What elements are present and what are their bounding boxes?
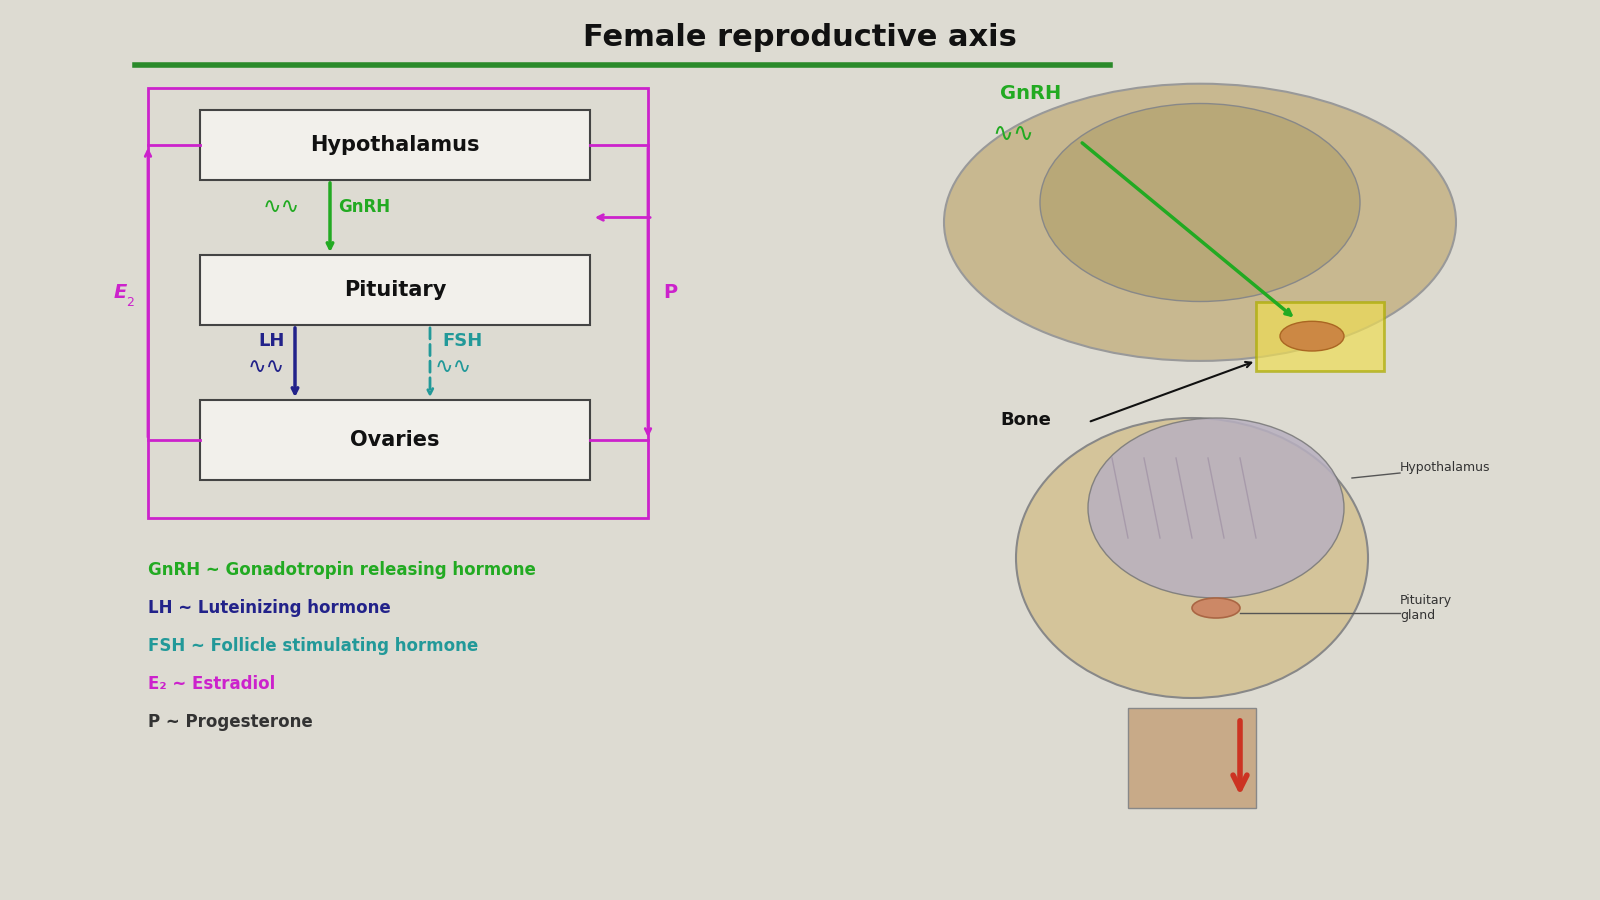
Bar: [1128, 708, 1256, 808]
Text: E: E: [114, 283, 126, 302]
Text: ∿∿: ∿∿: [992, 122, 1034, 145]
Text: ∿∿: ∿∿: [262, 197, 301, 218]
Text: FSH ~ Follicle stimulating hormone: FSH ~ Follicle stimulating hormone: [147, 637, 478, 655]
Text: Hypothalamus: Hypothalamus: [310, 135, 480, 155]
Bar: [1256, 302, 1384, 371]
Text: GnRH: GnRH: [338, 199, 390, 217]
Text: Female reproductive axis: Female reproductive axis: [582, 23, 1018, 52]
Text: ∿∿: ∿∿: [435, 357, 472, 377]
Text: FSH: FSH: [442, 331, 482, 349]
Text: GnRH: GnRH: [1000, 84, 1061, 104]
Ellipse shape: [1040, 104, 1360, 302]
Bar: [200, 110, 590, 180]
Text: P ~ Progesterone: P ~ Progesterone: [147, 713, 312, 731]
Text: GnRH ~ Gonadotropin releasing hormone: GnRH ~ Gonadotropin releasing hormone: [147, 561, 536, 579]
Ellipse shape: [1192, 598, 1240, 618]
Text: Hypothalamus: Hypothalamus: [1400, 462, 1491, 474]
Text: Pituitary: Pituitary: [344, 280, 446, 300]
Ellipse shape: [1016, 418, 1368, 698]
Text: LH: LH: [259, 331, 285, 349]
Text: P: P: [662, 283, 677, 302]
Text: LH ~ Luteinizing hormone: LH ~ Luteinizing hormone: [147, 599, 390, 617]
Bar: [200, 400, 590, 480]
Ellipse shape: [944, 84, 1456, 361]
Text: E₂ ~ Estradiol: E₂ ~ Estradiol: [147, 675, 275, 693]
Text: Pituitary
gland: Pituitary gland: [1400, 594, 1453, 622]
Text: Bone: Bone: [1000, 411, 1051, 429]
Ellipse shape: [1088, 418, 1344, 598]
Text: 2: 2: [126, 296, 134, 309]
Bar: [147, 88, 648, 518]
Ellipse shape: [1280, 321, 1344, 351]
Text: Ovaries: Ovaries: [350, 430, 440, 450]
Text: ∿∿: ∿∿: [248, 357, 285, 377]
Bar: [200, 255, 590, 325]
